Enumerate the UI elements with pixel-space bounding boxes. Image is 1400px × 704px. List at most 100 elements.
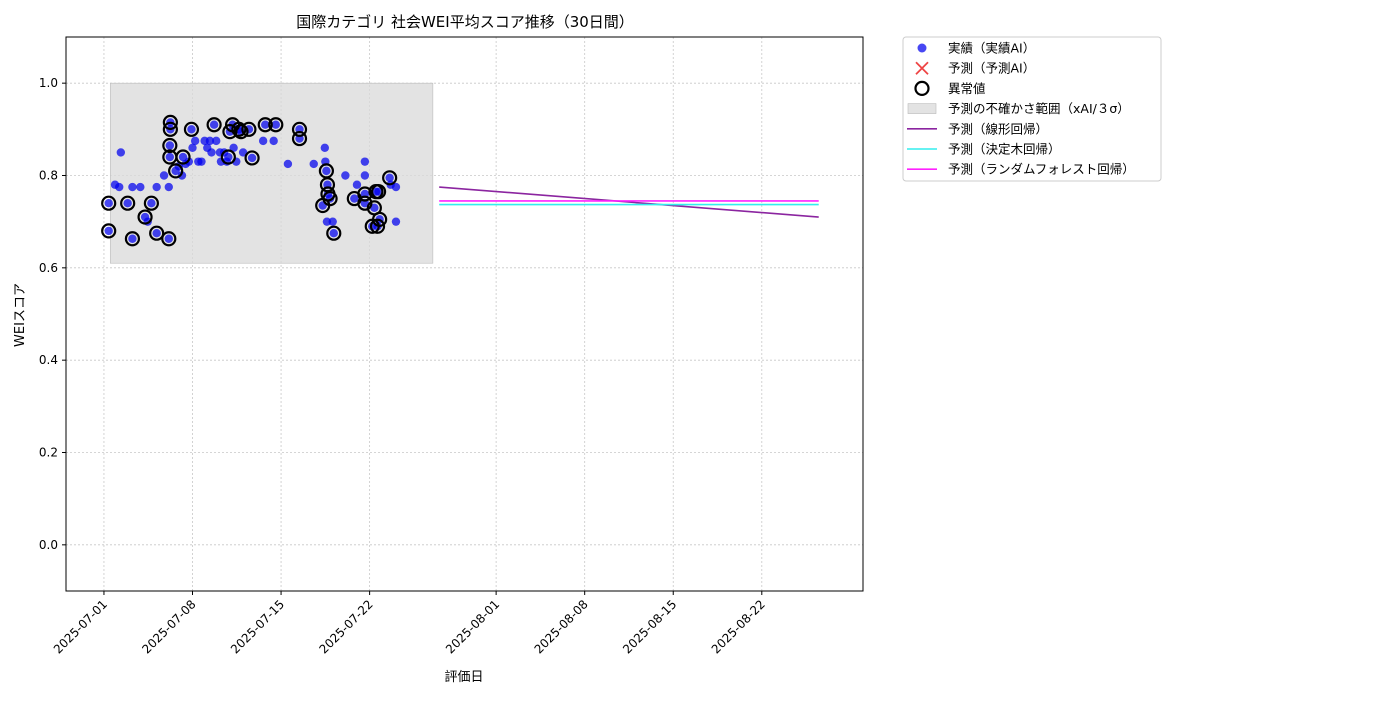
actual-point bbox=[128, 234, 137, 243]
anomaly-marker bbox=[175, 149, 191, 165]
anomaly-marker bbox=[382, 170, 398, 186]
actual-point bbox=[329, 229, 338, 238]
legend-label-tree: 予測（決定木回帰） bbox=[948, 142, 1061, 157]
actual-point bbox=[322, 217, 332, 226]
actual-point bbox=[352, 180, 362, 189]
anomaly-marker bbox=[149, 225, 165, 241]
actual-point bbox=[164, 234, 173, 243]
legend-label-linear: 予測（線形回帰） bbox=[948, 121, 1048, 136]
actual-point bbox=[209, 120, 219, 129]
actual-point bbox=[360, 157, 370, 166]
anomaly-marker bbox=[183, 121, 200, 137]
anomaly-marker bbox=[162, 114, 178, 131]
anomaly-marker bbox=[162, 121, 178, 137]
anomaly-marker bbox=[222, 124, 238, 140]
actual-point bbox=[258, 136, 268, 146]
x-tick-label: 2025-08-22 bbox=[709, 597, 768, 656]
legend-marker-actual bbox=[917, 43, 927, 53]
y-tick-label: 0.2 bbox=[39, 446, 58, 460]
actual-point bbox=[165, 152, 175, 162]
actual-point bbox=[188, 143, 197, 152]
x-tick-label: 2025-07-08 bbox=[139, 597, 198, 656]
x-axis: 2025-07-01 2025-07-08 2025-07-15 2025-07-22… bbox=[51, 591, 768, 656]
anomaly-marker bbox=[326, 225, 342, 241]
plot-area bbox=[65, 36, 864, 592]
anomaly-marker bbox=[168, 163, 184, 179]
anomaly-marker bbox=[370, 184, 387, 200]
actual-point bbox=[341, 171, 350, 180]
actual-point bbox=[164, 182, 173, 192]
x-tick-label: 2025-08-01 bbox=[443, 597, 502, 656]
anomaly-marker bbox=[244, 150, 260, 166]
actual-point bbox=[115, 182, 124, 192]
anomaly-marker bbox=[268, 117, 284, 133]
legend-label-predicted: 予測（予測AI） bbox=[948, 61, 1035, 76]
y-tick-label: 0.4 bbox=[39, 353, 58, 367]
actual-point bbox=[247, 153, 257, 163]
x-tick-label: 2025-08-08 bbox=[532, 597, 591, 656]
x-tick-label: 2025-07-15 bbox=[228, 597, 287, 656]
actual-point bbox=[320, 143, 330, 152]
anomaly-marker bbox=[124, 231, 141, 247]
actual-point bbox=[212, 136, 221, 146]
actual-point bbox=[190, 136, 200, 146]
actual-point bbox=[197, 157, 206, 166]
anomaly-marker bbox=[372, 211, 388, 227]
actual-point bbox=[391, 217, 401, 226]
actual-point bbox=[261, 120, 270, 129]
legend-label-band: 予測の不確かさ範囲（xAI/３σ） bbox=[948, 101, 1130, 116]
actual-point bbox=[322, 166, 331, 176]
actual-point bbox=[147, 199, 156, 208]
legend-label-actual: 実績（実績AI） bbox=[948, 41, 1035, 56]
legend-marker-predicted-cross bbox=[915, 61, 929, 75]
legend-cross-stroke bbox=[915, 61, 929, 75]
actual-point bbox=[136, 182, 145, 192]
actual-point bbox=[123, 199, 132, 208]
plot-frame bbox=[65, 36, 864, 592]
anomaly-marker bbox=[319, 177, 336, 193]
chart-title: 国際カテゴリ 社会WEI平均スコア推移（30日間） bbox=[296, 13, 634, 31]
actual-point bbox=[269, 136, 278, 146]
actual-point bbox=[374, 187, 383, 196]
actual-point bbox=[360, 171, 370, 180]
forecast-line-linear bbox=[439, 186, 819, 218]
anomaly-marker bbox=[101, 195, 117, 211]
anomaly-marker bbox=[143, 195, 159, 211]
actual-point bbox=[116, 148, 126, 157]
actual-point bbox=[178, 152, 188, 162]
legend-marker-band bbox=[907, 103, 937, 114]
actual-point bbox=[187, 125, 196, 134]
actual-point bbox=[152, 182, 161, 192]
actual-point bbox=[283, 159, 293, 169]
y-axis: 0.0 0.2 0.4 0.6 0.8 1.0 bbox=[39, 76, 66, 552]
actual-point bbox=[385, 173, 394, 183]
anomaly-marker bbox=[291, 121, 308, 137]
legend-label-forest: 予測（ランダムフォレスト回帰） bbox=[948, 162, 1135, 177]
legend-marker-anomaly bbox=[914, 80, 930, 97]
anomaly-marker bbox=[231, 121, 247, 137]
actual-point bbox=[391, 182, 401, 192]
actual-point bbox=[104, 199, 113, 208]
anomaly-marker bbox=[137, 209, 153, 225]
anomaly-marker bbox=[291, 130, 308, 147]
anomaly-marker bbox=[322, 190, 338, 207]
x-axis-label: 評価日 bbox=[444, 670, 483, 685]
legend-label-anomaly: 異常値 bbox=[948, 81, 986, 96]
actual-point bbox=[328, 217, 337, 226]
anomaly-marker bbox=[369, 218, 386, 234]
actual-point bbox=[207, 148, 216, 157]
actual-point bbox=[229, 143, 238, 152]
y-tick-label: 0.0 bbox=[39, 538, 58, 552]
actual-point bbox=[350, 194, 359, 203]
x-tick-label: 2025-07-01 bbox=[51, 597, 110, 656]
actual-point bbox=[165, 141, 175, 150]
anomaly-marker bbox=[161, 231, 177, 247]
actual-point bbox=[238, 148, 248, 157]
anomaly-marker bbox=[257, 117, 273, 133]
anomaly-marker bbox=[101, 223, 117, 239]
actual-point bbox=[370, 203, 379, 213]
actual-point bbox=[159, 171, 169, 180]
anomaly-marker bbox=[233, 124, 249, 140]
